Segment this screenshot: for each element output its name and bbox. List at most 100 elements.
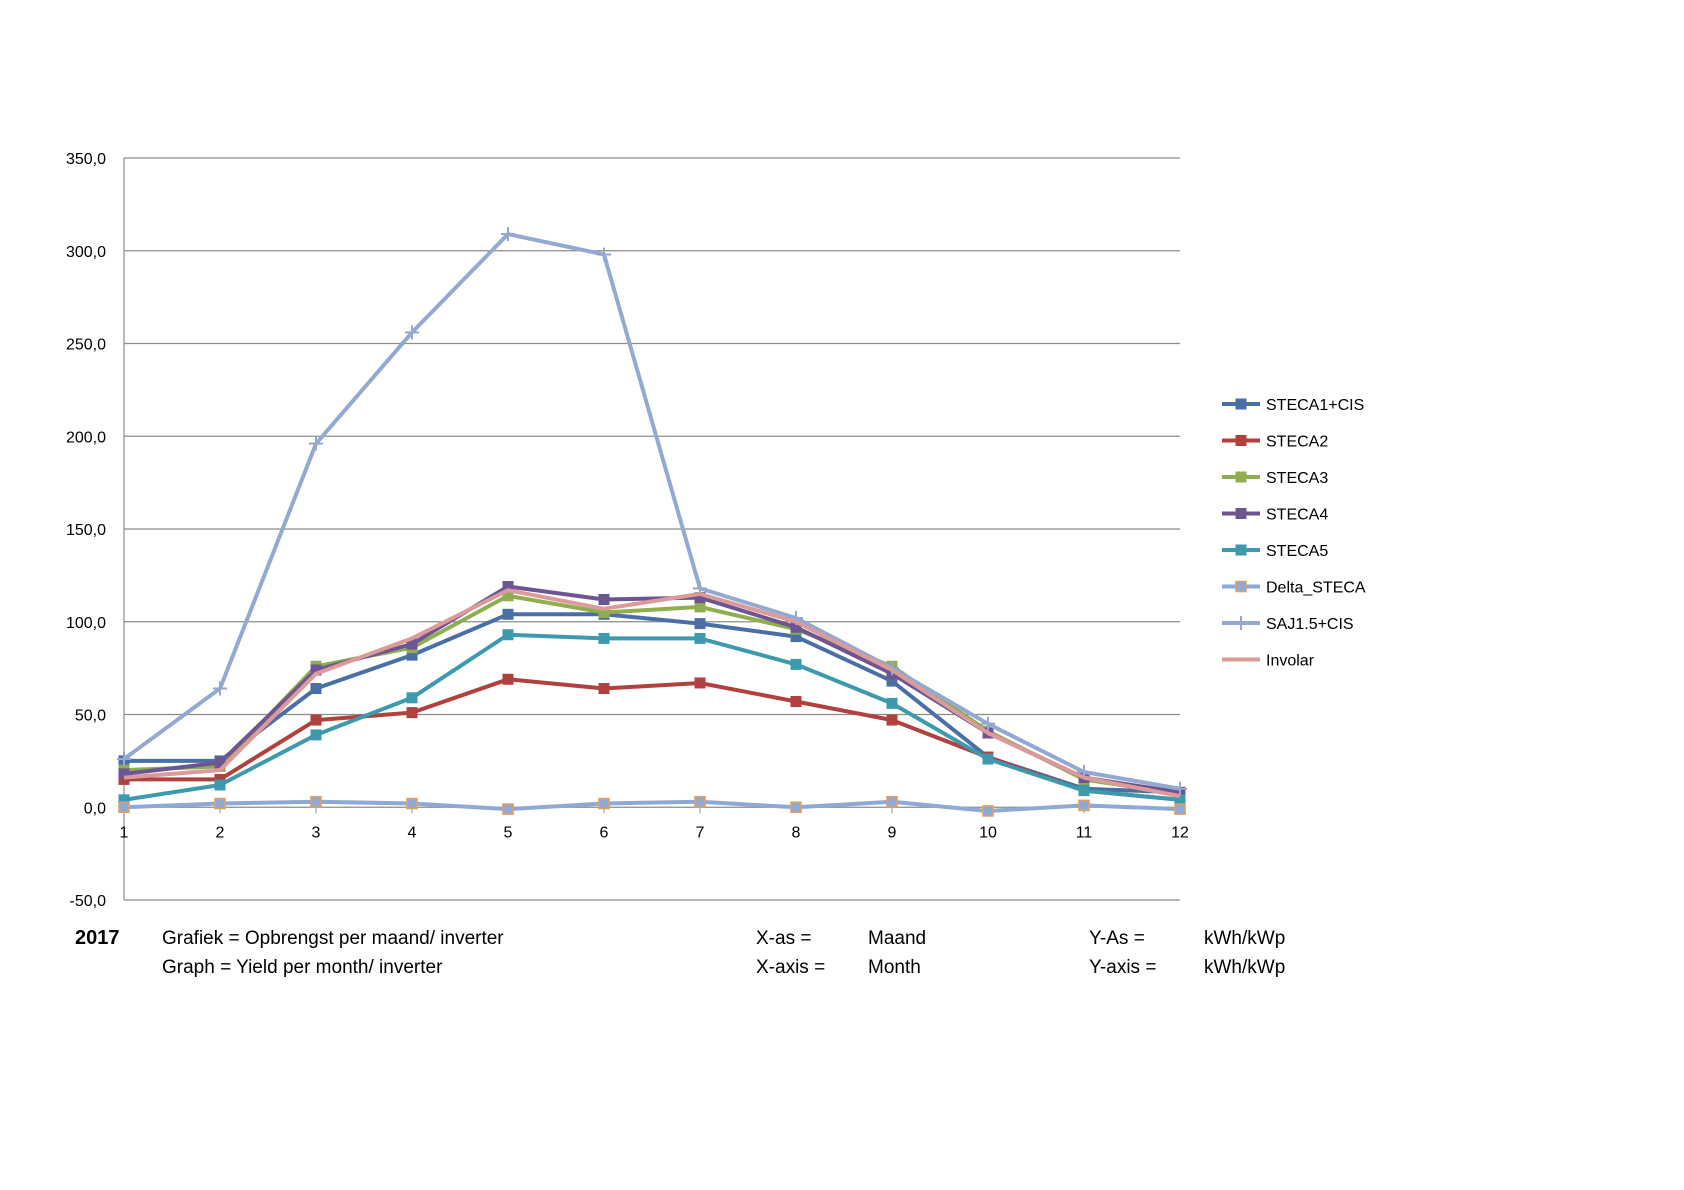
data-point bbox=[502, 608, 514, 620]
data-point bbox=[598, 606, 610, 618]
data-point bbox=[1078, 785, 1090, 797]
data-point bbox=[1235, 508, 1247, 519]
data-point bbox=[790, 696, 802, 708]
data-point bbox=[1235, 398, 1247, 410]
data-point bbox=[694, 677, 706, 689]
data-point bbox=[1078, 799, 1090, 812]
series-line bbox=[123, 588, 1181, 799]
legend-label: Delta_STECA bbox=[1266, 580, 1366, 597]
data-point bbox=[405, 325, 419, 340]
series-lines bbox=[117, 227, 1187, 817]
x-tick-labels: 1 2 3 4 5 6 7 8 9 10 11 12 bbox=[120, 824, 1189, 841]
caption-year: 2017 bbox=[75, 927, 120, 949]
data-point bbox=[406, 649, 418, 661]
data-point bbox=[597, 247, 611, 262]
series-line bbox=[123, 799, 1181, 813]
data-point bbox=[502, 581, 514, 593]
legend-label: STECA4 bbox=[1266, 507, 1328, 524]
x-tick-label: 10 bbox=[979, 824, 997, 841]
legend-label: STECA5 bbox=[1266, 543, 1328, 560]
data-point bbox=[598, 632, 610, 644]
series-steca2 bbox=[118, 673, 1186, 806]
legend-label: STECA3 bbox=[1266, 470, 1328, 487]
x-tick-label: 3 bbox=[312, 824, 321, 841]
data-point bbox=[502, 803, 514, 815]
data-point bbox=[118, 801, 130, 814]
data-point bbox=[886, 714, 898, 726]
caption-yaxis-nl-label: Y-As = bbox=[1089, 928, 1145, 949]
caption-xaxis-nl-value: Maand bbox=[868, 928, 927, 949]
data-point bbox=[1235, 544, 1247, 556]
x-tick-label: 5 bbox=[504, 824, 513, 841]
data-point bbox=[790, 658, 802, 670]
data-point bbox=[598, 593, 610, 605]
data-point bbox=[598, 683, 610, 695]
data-point bbox=[310, 683, 322, 695]
data-point bbox=[309, 436, 323, 451]
series-line bbox=[123, 632, 1181, 802]
legend-label: Involar bbox=[1266, 653, 1315, 670]
x-tick-label: 12 bbox=[1171, 824, 1189, 841]
data-point bbox=[310, 714, 322, 726]
data-point bbox=[598, 797, 610, 810]
legend-item: Involar bbox=[1222, 653, 1315, 670]
data-point bbox=[694, 592, 706, 604]
x-tick-label: 1 bbox=[120, 824, 129, 841]
data-point bbox=[886, 697, 898, 709]
series-line bbox=[123, 593, 1181, 797]
caption-xaxis-en-value: Month bbox=[868, 957, 921, 978]
x-tick-label: 7 bbox=[696, 824, 705, 841]
y-tick-label: 250,0 bbox=[66, 337, 106, 354]
data-point bbox=[214, 773, 226, 785]
data-point bbox=[118, 768, 130, 780]
y-tick-labels: 350,0 300,0 250,0 200,0 150,0 100,0 50,0 0,0 -50… bbox=[66, 151, 106, 910]
legend-item: SAJ1.5+CIS bbox=[1222, 616, 1354, 633]
data-point bbox=[1173, 781, 1187, 796]
y-tick-label: 100,0 bbox=[66, 615, 106, 632]
data-point bbox=[310, 664, 322, 676]
y-tick-label: 150,0 bbox=[66, 522, 106, 539]
data-point bbox=[1174, 803, 1186, 815]
caption-graph-nl: Grafiek = Opbrengst per maand/ inverter bbox=[162, 928, 504, 949]
data-point bbox=[694, 601, 706, 613]
legend-item: Delta_STECA bbox=[1222, 580, 1366, 597]
legend-label: STECA1+CIS bbox=[1266, 397, 1364, 414]
gridlines bbox=[124, 157, 1180, 901]
caption-xaxis-nl-label: X-as = bbox=[756, 928, 812, 949]
x-tick-label: 9 bbox=[888, 824, 897, 841]
x-tick-label: 4 bbox=[408, 824, 417, 841]
data-point bbox=[118, 773, 130, 785]
data-point bbox=[694, 618, 706, 630]
legend-item: STECA1+CIS bbox=[1222, 397, 1364, 414]
data-point bbox=[790, 801, 802, 814]
caption-yaxis-en-label: Y-axis = bbox=[1089, 957, 1157, 978]
x-tick-label: 2 bbox=[216, 824, 225, 841]
legend-label: SAJ1.5+CIS bbox=[1266, 616, 1354, 633]
data-point bbox=[1234, 616, 1248, 630]
legend: STECA1+CIS STECA2 STECA3 STECA4 STECA5 Delta_… bbox=[1222, 397, 1366, 670]
data-point bbox=[501, 227, 515, 242]
y-tick-label: 200,0 bbox=[66, 429, 106, 446]
data-point bbox=[982, 805, 994, 817]
data-point bbox=[214, 797, 226, 810]
data-point bbox=[213, 681, 227, 696]
data-point bbox=[406, 797, 418, 810]
y-tick-label: 0,0 bbox=[84, 800, 106, 817]
data-point bbox=[117, 752, 131, 767]
caption-xaxis-en-label: X-axis = bbox=[756, 957, 826, 978]
data-point bbox=[1235, 580, 1247, 593]
data-point bbox=[1235, 471, 1247, 483]
series-involar bbox=[123, 588, 1181, 799]
data-point bbox=[214, 757, 226, 769]
legend-item: STECA5 bbox=[1222, 543, 1328, 560]
data-point bbox=[1174, 794, 1186, 806]
y-tick-label: 350,0 bbox=[66, 151, 106, 168]
x-tick-label: 6 bbox=[600, 824, 609, 841]
data-point bbox=[406, 638, 418, 650]
data-point bbox=[214, 779, 226, 791]
y-tick-label: -50,0 bbox=[70, 893, 107, 910]
x-tick-label: 11 bbox=[1076, 824, 1093, 841]
x-tick-label: 8 bbox=[792, 824, 801, 841]
caption-yaxis-en-value: kWh/kWp bbox=[1204, 957, 1286, 978]
